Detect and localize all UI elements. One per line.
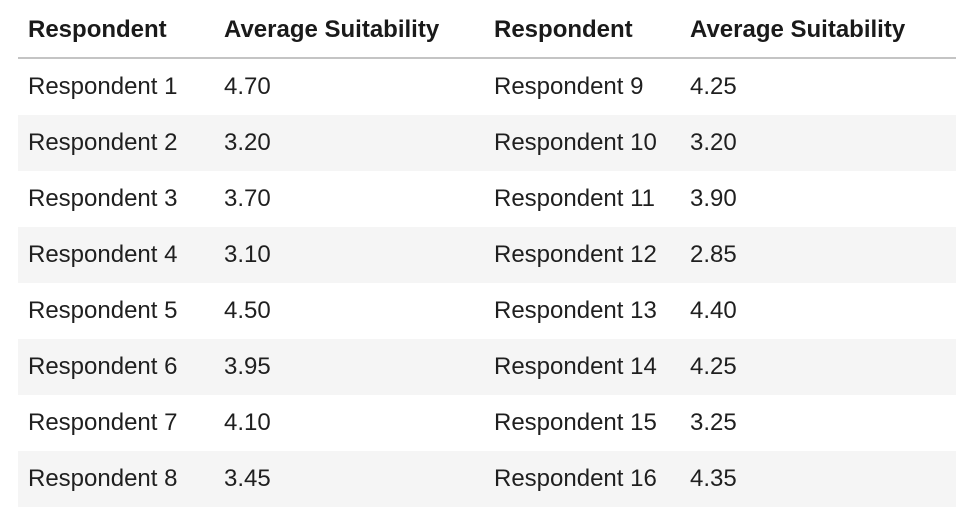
cell-score: 2.85	[680, 227, 956, 283]
cell-respondent: Respondent 4	[18, 227, 214, 283]
cell-score: 4.50	[224, 297, 271, 324]
cell-score: 3.95	[214, 339, 484, 395]
cell-respondent: Respondent 11	[494, 185, 656, 212]
table-header: Respondent Average Suitability Responden…	[18, 3, 956, 59]
cell-score: 3.25	[690, 409, 737, 436]
cell-respondent: Respondent 6	[18, 339, 214, 395]
cell-respondent: Respondent 16	[484, 451, 680, 507]
cell-score: 3.70	[224, 185, 271, 212]
header-respondent-left: Respondent	[18, 3, 214, 59]
cell-score: 4.35	[680, 451, 956, 507]
cell-respondent: Respondent 7	[28, 409, 178, 436]
cell-respondent: Respondent 12	[484, 227, 680, 283]
cell-score: 4.70	[224, 73, 271, 100]
table-row: Respondent 8 3.45 Respondent 16 4.35	[18, 451, 956, 507]
cell-score: 4.40	[690, 297, 737, 324]
cell-score: 3.45	[214, 451, 484, 507]
cell-score: 3.10	[214, 227, 484, 283]
table-row: Respondent 6 3.95 Respondent 14 4.25	[18, 339, 956, 395]
table-body: Respondent 1 4.70 Respondent 9 4.25 Resp…	[18, 58, 956, 507]
cell-score: 4.25	[680, 339, 956, 395]
cell-score: 3.90	[690, 185, 737, 212]
table-row: Respondent 2 3.20 Respondent 10 3.20	[18, 115, 956, 171]
cell-score: 3.20	[214, 115, 484, 171]
cell-respondent: Respondent 2	[18, 115, 214, 171]
table-row: Respondent 3 3.70 Respondent 11 3.90	[18, 171, 956, 227]
header-average-suitability-left: Average Suitability	[214, 3, 484, 59]
cell-score: 3.20	[680, 115, 956, 171]
table-row: Respondent 1 4.70 Respondent 9 4.25	[18, 58, 956, 115]
header-average-suitability-right: Average Suitability	[680, 3, 956, 59]
suitability-table: Respondent Average Suitability Responden…	[18, 3, 956, 507]
cell-respondent: Respondent 1	[28, 73, 178, 100]
cell-respondent: Respondent 13	[494, 297, 657, 324]
table-row: Respondent 4 3.10 Respondent 12 2.85	[18, 227, 956, 283]
cell-respondent: Respondent 10	[484, 115, 680, 171]
cell-score: 4.10	[224, 409, 271, 436]
table-row: Respondent 5 4.50 Respondent 13 4.40	[18, 283, 956, 339]
header-row: Respondent Average Suitability Responden…	[18, 3, 956, 59]
table-row: Respondent 7 4.10 Respondent 15 3.25	[18, 395, 956, 451]
cell-respondent: Respondent 15	[494, 409, 657, 436]
cell-respondent: Respondent 5	[28, 297, 178, 324]
cell-respondent: Respondent 3	[28, 185, 178, 212]
cell-respondent: Respondent 14	[484, 339, 680, 395]
cell-respondent: Respondent 8	[18, 451, 214, 507]
cell-score: 4.25	[690, 73, 737, 100]
header-respondent-right: Respondent	[484, 3, 680, 59]
cell-respondent: Respondent 9	[494, 73, 644, 100]
